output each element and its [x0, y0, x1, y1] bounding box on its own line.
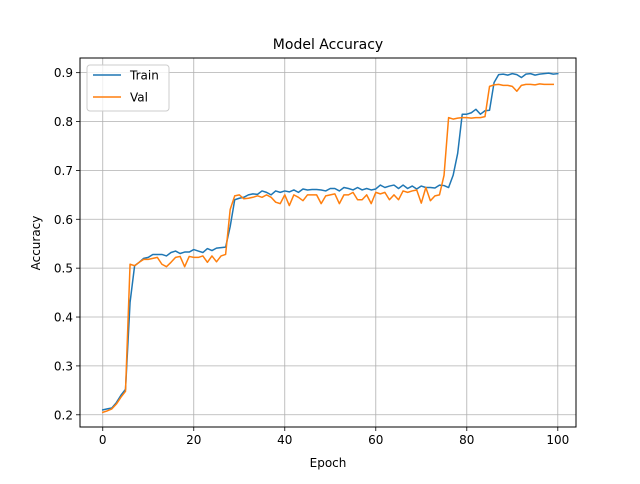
x-tick-label: 20 [186, 433, 201, 447]
x-axis-label: Epoch [310, 456, 347, 470]
y-axis-label: Accuracy [29, 216, 43, 271]
y-tick-label: 0.7 [54, 164, 73, 178]
grid-lines [80, 58, 576, 427]
y-tick-label: 0.9 [54, 66, 73, 80]
axis-ticks: 0 20 40 60 80 100 0.2 0.3 0.4 0.5 0.6 0.7 0.8 0.9 [54, 66, 569, 447]
y-tick-label: 0.6 [54, 213, 73, 227]
legend-label-val: Val [130, 91, 148, 105]
plot-frame [79, 57, 577, 428]
x-tick-label: 60 [368, 433, 383, 447]
y-tick-label: 0.5 [54, 262, 73, 276]
series-line-train [101, 72, 559, 411]
x-tick-label: 80 [459, 433, 474, 447]
legend-label-train: Train [129, 69, 159, 83]
series-lines [101, 72, 559, 414]
legend-box [86, 64, 170, 112]
series-line-val [101, 83, 554, 414]
y-tick-label: 0.2 [54, 408, 73, 422]
x-tick-label: 0 [99, 433, 107, 447]
x-tick-label: 40 [277, 433, 292, 447]
y-tick-label: 0.4 [54, 311, 73, 325]
x-tick-label: 100 [546, 433, 569, 447]
y-tick-label: 0.3 [54, 359, 73, 373]
y-tick-label: 0.8 [54, 115, 73, 129]
plot-area-background [80, 58, 576, 427]
chart-title: Model Accuracy [273, 37, 383, 53]
legend: Train Val [86, 64, 170, 112]
